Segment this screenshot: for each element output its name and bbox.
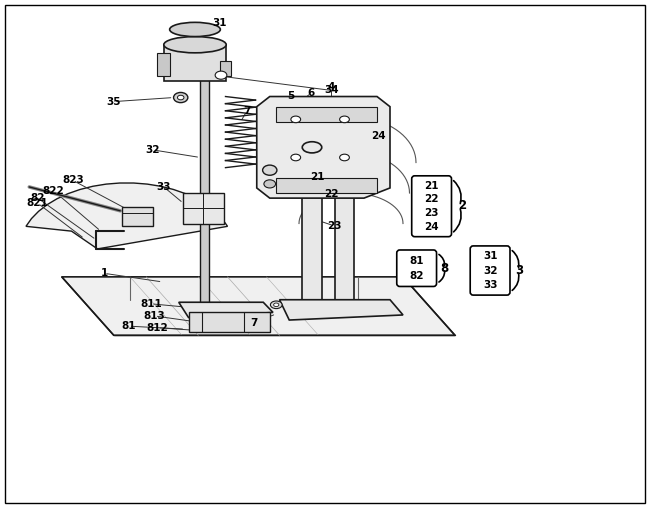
FancyBboxPatch shape bbox=[396, 250, 437, 287]
Ellipse shape bbox=[177, 96, 184, 100]
Text: 24: 24 bbox=[424, 222, 439, 232]
Text: 812: 812 bbox=[146, 323, 168, 333]
Text: 813: 813 bbox=[144, 311, 166, 321]
Text: 4: 4 bbox=[328, 82, 335, 92]
Polygon shape bbox=[179, 302, 273, 318]
Polygon shape bbox=[200, 74, 209, 315]
Text: 22: 22 bbox=[324, 189, 339, 199]
Text: 3: 3 bbox=[515, 264, 523, 277]
Ellipse shape bbox=[302, 142, 322, 153]
Text: 822: 822 bbox=[42, 185, 64, 196]
Bar bbox=[276, 178, 377, 193]
Text: 821: 821 bbox=[27, 198, 49, 208]
FancyBboxPatch shape bbox=[470, 246, 510, 295]
Ellipse shape bbox=[274, 303, 279, 307]
Ellipse shape bbox=[335, 142, 354, 152]
Text: 21: 21 bbox=[424, 181, 439, 190]
Text: 82: 82 bbox=[410, 271, 424, 281]
Text: 24: 24 bbox=[371, 131, 385, 141]
Ellipse shape bbox=[215, 71, 227, 79]
Text: 811: 811 bbox=[140, 299, 162, 309]
Ellipse shape bbox=[302, 304, 322, 315]
Text: 7: 7 bbox=[243, 106, 251, 116]
Ellipse shape bbox=[263, 165, 277, 175]
Text: 2: 2 bbox=[458, 199, 467, 212]
Text: 33: 33 bbox=[483, 280, 497, 290]
Polygon shape bbox=[302, 150, 322, 310]
Text: 82: 82 bbox=[31, 193, 45, 203]
Text: 33: 33 bbox=[157, 182, 171, 192]
Bar bbox=[220, 61, 231, 76]
Bar bbox=[157, 53, 170, 76]
Text: 6: 6 bbox=[307, 88, 315, 98]
Text: 35: 35 bbox=[107, 97, 121, 107]
Ellipse shape bbox=[291, 116, 300, 123]
Text: 8: 8 bbox=[441, 262, 449, 275]
Text: 23: 23 bbox=[328, 221, 342, 231]
FancyBboxPatch shape bbox=[411, 176, 452, 237]
Ellipse shape bbox=[270, 301, 282, 309]
Text: 81: 81 bbox=[410, 256, 424, 266]
Polygon shape bbox=[26, 183, 228, 249]
Text: 31: 31 bbox=[483, 251, 497, 261]
Text: 32: 32 bbox=[483, 266, 497, 275]
Ellipse shape bbox=[164, 37, 226, 53]
Text: 1: 1 bbox=[100, 268, 108, 278]
Text: 31: 31 bbox=[213, 18, 227, 28]
Polygon shape bbox=[62, 277, 455, 335]
Polygon shape bbox=[280, 300, 403, 320]
Polygon shape bbox=[183, 193, 224, 224]
Polygon shape bbox=[335, 150, 354, 300]
Text: 7: 7 bbox=[250, 318, 257, 328]
Text: 23: 23 bbox=[424, 208, 439, 218]
Text: 22: 22 bbox=[424, 195, 439, 204]
Bar bbox=[188, 312, 270, 332]
Ellipse shape bbox=[291, 154, 300, 161]
Polygon shape bbox=[122, 207, 153, 226]
Text: 81: 81 bbox=[122, 321, 136, 331]
Text: 823: 823 bbox=[62, 175, 84, 185]
Text: 5: 5 bbox=[287, 90, 295, 101]
Text: 21: 21 bbox=[310, 172, 324, 182]
Ellipse shape bbox=[339, 154, 350, 161]
Text: 34: 34 bbox=[324, 85, 339, 96]
Ellipse shape bbox=[170, 22, 220, 37]
Bar bbox=[276, 107, 377, 122]
Ellipse shape bbox=[264, 180, 276, 188]
Polygon shape bbox=[257, 97, 390, 198]
Ellipse shape bbox=[174, 92, 188, 103]
Text: 32: 32 bbox=[146, 145, 160, 155]
Polygon shape bbox=[164, 45, 226, 81]
Ellipse shape bbox=[339, 116, 350, 123]
